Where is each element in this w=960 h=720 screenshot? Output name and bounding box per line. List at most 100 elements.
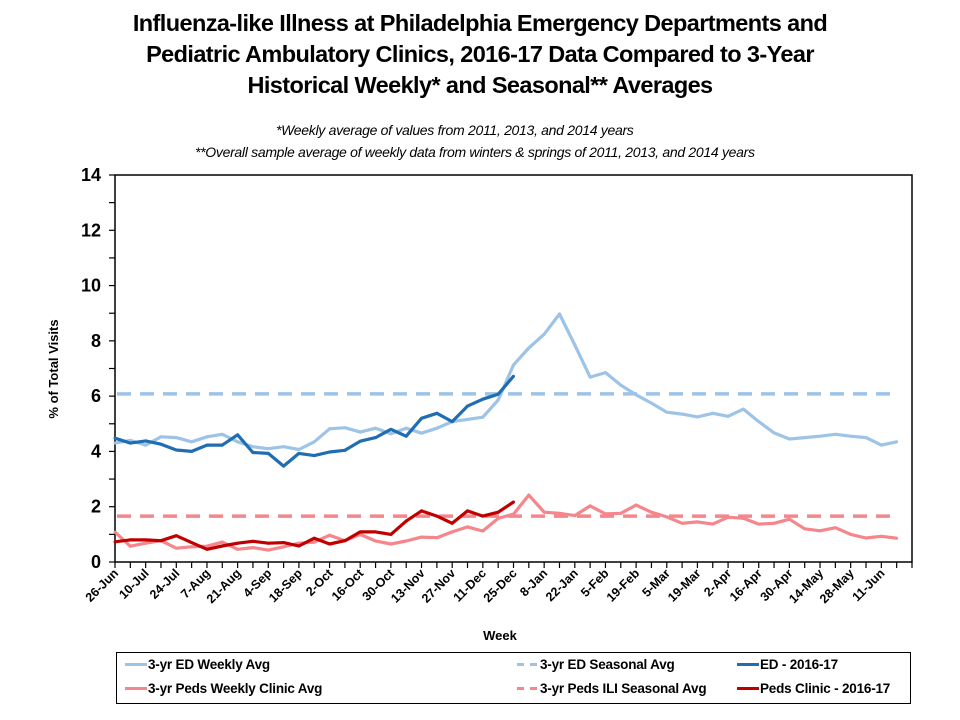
data-point bbox=[833, 432, 837, 436]
data-point bbox=[159, 435, 163, 439]
series-ed-2016-17 bbox=[113, 374, 515, 468]
data-point bbox=[450, 420, 454, 424]
legend: 3-yr ED Weekly Avg 3-yr ED Seasonal Avg … bbox=[116, 652, 911, 704]
x-tick-label: 19-Mar bbox=[665, 566, 703, 604]
data-point bbox=[389, 542, 393, 546]
data-point bbox=[787, 437, 791, 441]
data-point bbox=[557, 312, 561, 316]
data-point bbox=[435, 411, 439, 415]
data-point bbox=[144, 439, 148, 443]
chart-title-line-3: Historical Weekly* and Seasonal** Averag… bbox=[247, 72, 713, 98]
data-point bbox=[312, 454, 316, 458]
legend-swatch bbox=[125, 687, 147, 690]
x-tick-label: 11-Jun bbox=[850, 566, 888, 604]
x-tick-label: 28-May bbox=[817, 566, 857, 606]
data-point bbox=[144, 541, 148, 545]
legend-label: 3-yr ED Weekly Avg bbox=[148, 657, 270, 672]
data-point bbox=[128, 544, 132, 548]
data-point bbox=[282, 445, 286, 449]
data-point bbox=[634, 393, 638, 397]
data-point bbox=[435, 426, 439, 430]
data-point bbox=[174, 534, 178, 538]
legend-item-peds-2016-17: Peds Clinic - 2016-17 bbox=[737, 681, 890, 696]
series-line bbox=[113, 493, 897, 552]
data-point bbox=[741, 407, 745, 411]
y-axis-label: % of Total Visits bbox=[46, 319, 61, 418]
data-point bbox=[588, 504, 592, 508]
data-point bbox=[159, 539, 163, 543]
data-point bbox=[266, 548, 270, 552]
data-point bbox=[864, 436, 868, 440]
y-axis: 0 2 4 6 8 10 12 14 bbox=[81, 165, 115, 572]
data-point bbox=[466, 417, 470, 421]
data-point bbox=[404, 434, 408, 438]
data-point bbox=[757, 420, 761, 424]
y-tick-label: 8 bbox=[91, 331, 101, 351]
data-point bbox=[389, 432, 393, 436]
data-point bbox=[374, 436, 378, 440]
x-tick-label: 19-Feb bbox=[604, 566, 643, 605]
data-point bbox=[634, 503, 638, 507]
data-point bbox=[619, 511, 623, 515]
data-point bbox=[113, 441, 117, 445]
data-point bbox=[481, 514, 485, 518]
data-point bbox=[236, 440, 240, 444]
data-point bbox=[174, 546, 178, 550]
data-point bbox=[389, 532, 393, 536]
data-point bbox=[695, 520, 699, 524]
data-point bbox=[512, 500, 515, 504]
data-point bbox=[236, 541, 240, 545]
legend-label: 3-yr Peds ILI Seasonal Avg bbox=[540, 681, 707, 696]
data-point bbox=[772, 431, 776, 435]
data-point bbox=[251, 546, 255, 550]
data-point bbox=[343, 426, 347, 430]
data-point bbox=[144, 443, 148, 447]
data-point bbox=[420, 535, 424, 539]
weekly-average-note: *Weekly average of values from 2011, 201… bbox=[276, 122, 634, 138]
data-point bbox=[190, 545, 194, 549]
data-point bbox=[496, 516, 500, 520]
x-tick-label: 16-Apr bbox=[727, 566, 765, 604]
data-point bbox=[205, 435, 209, 439]
data-point bbox=[404, 519, 408, 523]
data-point bbox=[772, 521, 776, 525]
data-point bbox=[404, 539, 408, 543]
chart-title: Influenza-like Illness at Philadelphia E… bbox=[0, 8, 960, 101]
data-point bbox=[282, 545, 286, 549]
data-point bbox=[174, 448, 178, 452]
data-point bbox=[481, 529, 485, 533]
data-point bbox=[358, 530, 362, 534]
data-point bbox=[573, 343, 577, 347]
series-layer bbox=[113, 312, 899, 552]
data-point bbox=[297, 451, 301, 455]
data-point bbox=[282, 541, 286, 545]
legend-item-peds-seasonal-avg: 3-yr Peds ILI Seasonal Avg bbox=[517, 681, 707, 696]
data-point bbox=[205, 544, 209, 548]
data-point bbox=[818, 434, 822, 438]
x-tick-label: 25-Dec bbox=[481, 566, 520, 605]
x-tick-label: 21-Aug bbox=[204, 566, 244, 606]
legend-label: Peds Clinic - 2016-17 bbox=[760, 681, 891, 696]
data-point bbox=[649, 401, 653, 405]
data-point bbox=[435, 536, 439, 540]
data-point bbox=[251, 451, 255, 455]
legend-item-ed-weekly-avg: 3-yr ED Weekly Avg bbox=[125, 657, 270, 672]
series-line bbox=[114, 375, 515, 468]
data-point bbox=[603, 512, 607, 516]
legend-item-ed-seasonal-avg: 3-yr ED Seasonal Avg bbox=[517, 657, 675, 672]
data-point bbox=[757, 522, 761, 526]
x-tick-label: 24-Jul bbox=[147, 566, 182, 601]
data-point bbox=[113, 540, 117, 544]
data-point bbox=[619, 383, 623, 387]
data-point bbox=[695, 415, 699, 419]
legend-swatch bbox=[125, 663, 147, 666]
data-point bbox=[220, 540, 224, 544]
data-point bbox=[512, 363, 515, 367]
data-point bbox=[358, 439, 362, 443]
data-point bbox=[680, 412, 684, 416]
y-tick-label: 10 bbox=[81, 276, 101, 296]
data-point bbox=[895, 440, 899, 444]
x-axis: 26-Jun10-Jul24-Jul7-Aug21-Aug4-Sep18-Sep… bbox=[83, 562, 913, 606]
data-point bbox=[711, 522, 715, 526]
